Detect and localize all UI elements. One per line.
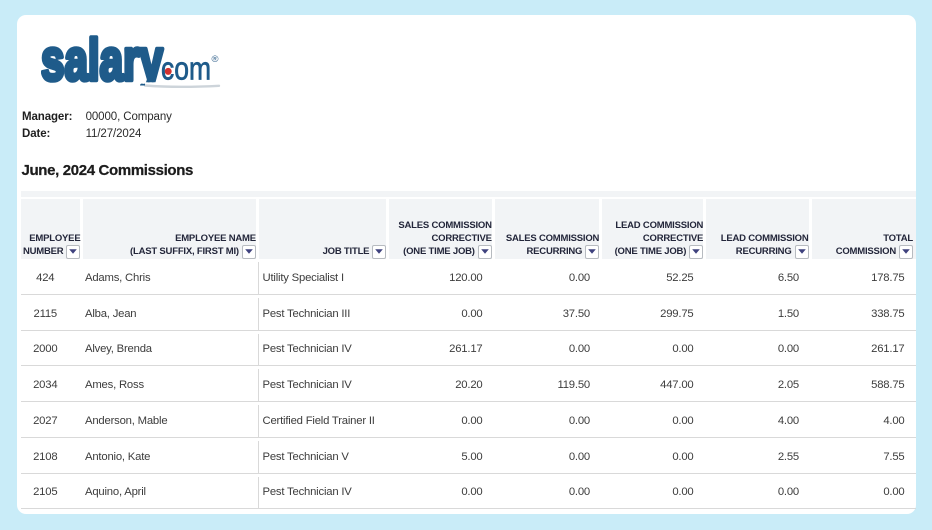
svg-text:®: ® <box>212 54 219 65</box>
svg-text:salary: salary <box>41 28 163 93</box>
svg-text:com: com <box>161 51 211 87</box>
